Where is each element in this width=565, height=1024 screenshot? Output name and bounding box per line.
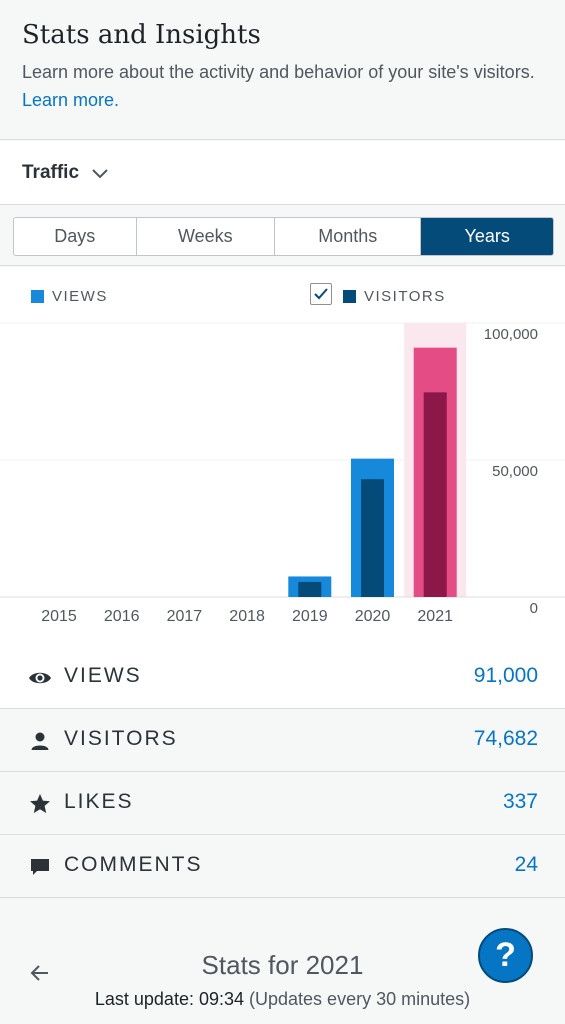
stat-value: 24 (514, 853, 538, 876)
tab-years[interactable]: Years (421, 218, 553, 255)
stat-row-comments[interactable]: COMMENTS 24 (0, 835, 565, 898)
traffic-label: Traffic (22, 162, 80, 183)
period-title: Stats for 2021 (201, 950, 364, 980)
arrow-left-icon[interactable] (28, 961, 52, 985)
chevron-down-icon (92, 169, 108, 179)
x-tick-label: 2021 (417, 608, 453, 625)
checkmark-icon (314, 288, 328, 300)
stat-label: VIEWS (64, 664, 142, 687)
tab-months[interactable]: Months (275, 218, 422, 255)
page-header: Stats and Insights Learn more about the … (0, 0, 565, 140)
learn-more-link[interactable]: Learn more. (22, 90, 120, 110)
traffic-chart[interactable]: 2015 2016 2017 2018 2019 2020 2021 100,000 50,00… (0, 267, 565, 649)
legend-views-label: VIEWS (52, 287, 108, 305)
visitors-checkbox[interactable] (310, 283, 332, 305)
y-tick-label: 0 (530, 600, 538, 617)
star-icon (30, 794, 50, 813)
update-note: (Updates every 30 minutes) (249, 989, 471, 1009)
x-tick-label: 2016 (104, 608, 140, 625)
person-icon (31, 732, 49, 750)
traffic-dropdown[interactable]: Traffic (0, 141, 565, 205)
x-tick-label: 2020 (355, 608, 391, 625)
bar-visitors (423, 392, 447, 597)
comment-icon (31, 859, 49, 875)
stat-row-views[interactable]: VIEWS 91,000 (0, 646, 565, 709)
stat-value: 337 (502, 790, 538, 813)
views-swatch (31, 289, 44, 303)
last-update: Last update: 09:34 (Updates every 30 min… (0, 989, 565, 1010)
stat-label: VISITORS (64, 727, 178, 750)
legend-views: VIEWS (31, 285, 108, 307)
period-tabbar: Days Weeks Months Years (0, 206, 565, 266)
x-tick-label: 2015 (41, 608, 77, 625)
stat-row-visitors[interactable]: VISITORS 74,682 (0, 709, 565, 772)
y-tick-label: 100,000 (484, 326, 538, 343)
legend-visitors-label: VISITORS (364, 287, 446, 305)
x-tick-label: 2019 (292, 608, 328, 625)
bar-visitors (298, 581, 322, 597)
stat-value: 91,000 (473, 664, 538, 687)
footer-bar: Stats for 2021 Last update: 09:34 (Updat… (0, 898, 565, 1024)
help-button[interactable]: ? (478, 928, 533, 983)
eye-icon (29, 672, 51, 684)
period-segmented-control: Days Weeks Months Years (13, 217, 554, 256)
page-title: Stats and Insights (22, 20, 261, 50)
stat-row-likes[interactable]: LIKES 337 (0, 772, 565, 835)
page-description: Learn more about the activity and behavi… (22, 58, 542, 114)
legend-visitors: VISITORS (343, 285, 446, 307)
description-text: Learn more about the activity and behavi… (22, 62, 535, 82)
x-tick-label: 2017 (167, 608, 203, 625)
y-tick-label: 50,000 (492, 463, 538, 480)
visitors-swatch (343, 289, 356, 303)
chart-panel: VIEWS VISITORS 2015 2016 2017 2018 2019 2020 2… (0, 267, 565, 649)
tab-days[interactable]: Days (14, 218, 137, 255)
stat-label: COMMENTS (64, 853, 203, 876)
stat-label: LIKES (64, 790, 134, 813)
stat-value: 74,682 (473, 727, 538, 750)
bar-visitors (361, 479, 384, 597)
x-tick-label: 2018 (229, 608, 265, 625)
tab-weeks[interactable]: Weeks (137, 218, 276, 255)
last-update-label: Last update: 09:34 (94, 989, 244, 1009)
